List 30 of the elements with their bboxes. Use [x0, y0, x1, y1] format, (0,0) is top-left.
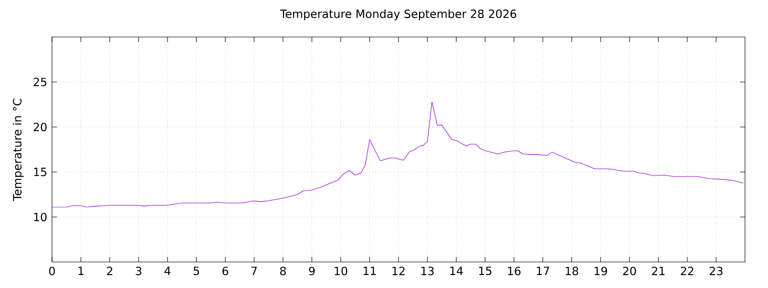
x-tick-label: 6	[222, 266, 228, 276]
x-tick-label: 11	[364, 266, 376, 275]
x-tick-label: 10	[334, 266, 348, 276]
x-tick-label: 17	[536, 266, 550, 275]
x-tick-label: 13	[421, 266, 434, 276]
x-tick-label: 3	[136, 266, 142, 276]
x-tick-label: 21	[652, 266, 665, 276]
x-tick-label: 7	[251, 266, 257, 275]
x-tick-label: 19	[594, 266, 608, 276]
y-tick-label: 15	[34, 168, 46, 176]
x-tick-label: 22	[680, 266, 694, 276]
x-tick-label: 5	[194, 266, 199, 276]
y-tick-label: 20	[34, 122, 47, 132]
y-tick-label: 10	[34, 212, 47, 222]
x-tick-label: 18	[566, 266, 578, 276]
x-tick-label: 15	[479, 266, 492, 276]
x-tick-label: 23	[710, 266, 722, 276]
x-tick-label: 16	[508, 266, 520, 276]
y-axis-title: Temperature in °C	[12, 98, 24, 201]
x-tick-label: 20	[623, 266, 636, 276]
chart-title: Temperature Monday September 28 2026	[280, 9, 516, 20]
x-tick-label: 14	[450, 266, 463, 275]
x-tick-label: 1	[78, 266, 84, 275]
x-tick-label: 4	[164, 266, 170, 275]
x-tick-label: 2	[106, 266, 112, 276]
x-tick-label: 8	[280, 266, 286, 276]
x-tick-label: 0	[49, 266, 55, 276]
x-tick-label: 12	[392, 266, 405, 276]
y-tick-label: 25	[34, 78, 46, 86]
x-tick-label: 9	[308, 266, 315, 276]
